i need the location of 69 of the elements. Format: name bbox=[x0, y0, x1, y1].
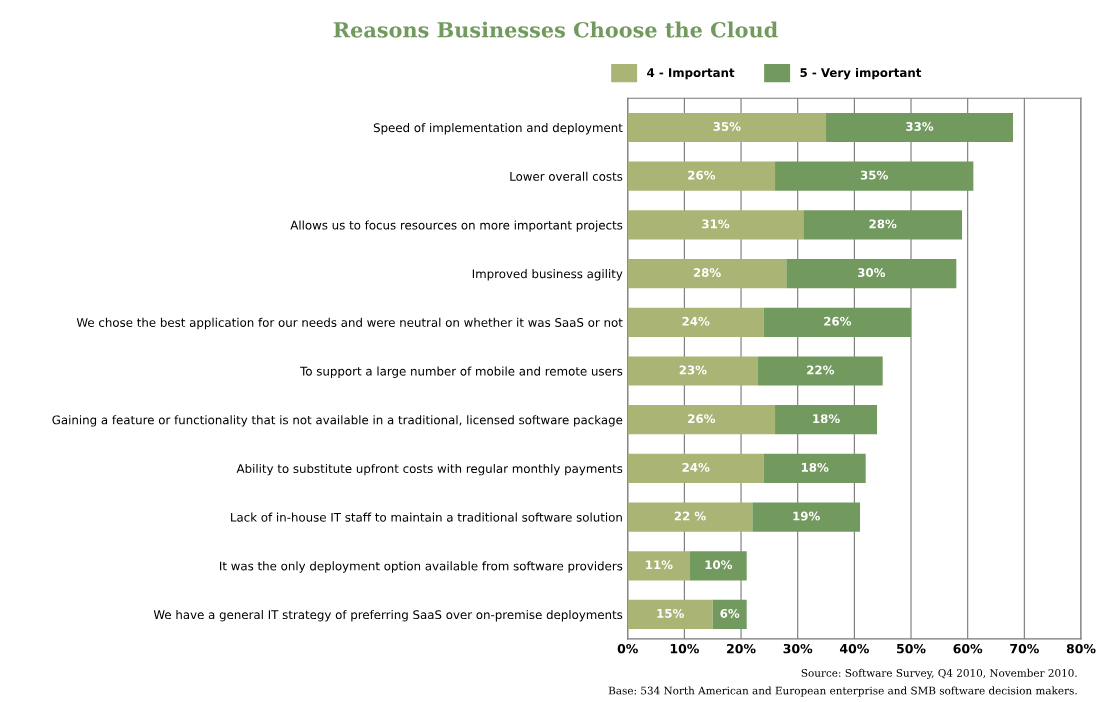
data-label: 26% bbox=[824, 316, 852, 326]
x-tick-label: 10% bbox=[670, 643, 699, 654]
text: Base: 534 North American and European enterprise and SMB software decision makers. bbox=[608, 686, 1077, 697]
y-tick-label: We chose the best application for our needs and were neutral on whether it was SaaS or not bbox=[76, 317, 623, 330]
data-label: 23% bbox=[679, 365, 707, 375]
x-tick-label: 40% bbox=[839, 643, 869, 654]
x-tick-label: 0% bbox=[617, 643, 638, 654]
y-tick-label: Ability to substitute upfront costs with regular monthly payments bbox=[236, 463, 623, 476]
bar bbox=[775, 405, 878, 435]
bar bbox=[712, 599, 747, 630]
y-tick-label: Gaining a feature or functionality that is not available in a traditional, licensed software package bbox=[52, 415, 623, 427]
y-tick-label: Lower overall costs bbox=[510, 171, 623, 181]
chart-title: Reasons Businesses Choose the Cloud bbox=[333, 21, 778, 38]
data-label: 26% bbox=[688, 170, 716, 180]
x-tick-label: 70% bbox=[1010, 643, 1039, 654]
x-tick-label: 50% bbox=[897, 643, 926, 654]
x-tick-label: 80% bbox=[1066, 643, 1096, 654]
source-note: Source: Software Survey, Q4 2010, November 2010. bbox=[801, 668, 1077, 680]
bar bbox=[627, 405, 776, 435]
y-tick-label: It was the only deployment option available from software providers bbox=[220, 561, 623, 573]
bar bbox=[826, 112, 1014, 143]
bar bbox=[763, 453, 866, 483]
data-label: 19% bbox=[793, 511, 820, 521]
legend-label: 4 - Important bbox=[647, 68, 735, 80]
bar bbox=[758, 356, 883, 386]
y-tick-label: Improved business agility bbox=[472, 269, 623, 281]
bar bbox=[627, 112, 827, 143]
data-label: 18% bbox=[801, 462, 829, 472]
bar bbox=[627, 210, 804, 240]
bar bbox=[627, 551, 691, 581]
bar bbox=[627, 258, 787, 289]
data-label: 10% bbox=[705, 560, 733, 570]
data-label: 22% bbox=[807, 365, 835, 375]
y-tick-label: Speed of implementation and deployment bbox=[373, 123, 623, 135]
data-label: 15% bbox=[657, 608, 684, 618]
data-label: 30% bbox=[858, 268, 886, 278]
data-label: 33% bbox=[906, 121, 934, 131]
data-label: 28% bbox=[693, 268, 721, 278]
data-label: 35% bbox=[860, 170, 888, 180]
data-label: 26% bbox=[688, 414, 716, 424]
data-label: 22 % bbox=[674, 511, 706, 521]
data-label: 31% bbox=[702, 219, 730, 229]
y-tick-label: Allows us to focus resources on more important projects bbox=[290, 220, 623, 232]
bar bbox=[627, 502, 753, 532]
data-label: 35% bbox=[713, 121, 741, 131]
data-label: 6% bbox=[720, 608, 740, 618]
bar bbox=[627, 307, 764, 337]
bar bbox=[803, 210, 963, 240]
bar bbox=[627, 356, 759, 386]
bar bbox=[690, 551, 747, 581]
data-label: 24% bbox=[682, 462, 710, 472]
x-tick-label: 20% bbox=[727, 643, 756, 654]
bar bbox=[627, 599, 713, 630]
bar bbox=[627, 453, 764, 483]
x-tick-label: 60% bbox=[953, 643, 983, 654]
bar bbox=[752, 502, 861, 532]
x-tick-label: 30% bbox=[783, 643, 813, 654]
y-tick-label: To support a large number of mobile and remote users bbox=[300, 366, 623, 378]
data-label: 24% bbox=[682, 316, 710, 326]
bar bbox=[627, 161, 776, 191]
data-label: 28% bbox=[869, 219, 897, 229]
bar bbox=[763, 307, 912, 337]
y-tick-label: We have a general IT strategy of preferring SaaS over on-premise deployments bbox=[153, 609, 623, 622]
y-tick-label: Lack of in-house IT staff to maintain a traditional software solution bbox=[231, 512, 622, 522]
bar bbox=[775, 161, 974, 191]
legend-label: 5 - Very important bbox=[800, 67, 922, 80]
data-label: 18% bbox=[813, 414, 840, 424]
bar bbox=[786, 258, 957, 289]
data-label: 11% bbox=[646, 560, 673, 570]
